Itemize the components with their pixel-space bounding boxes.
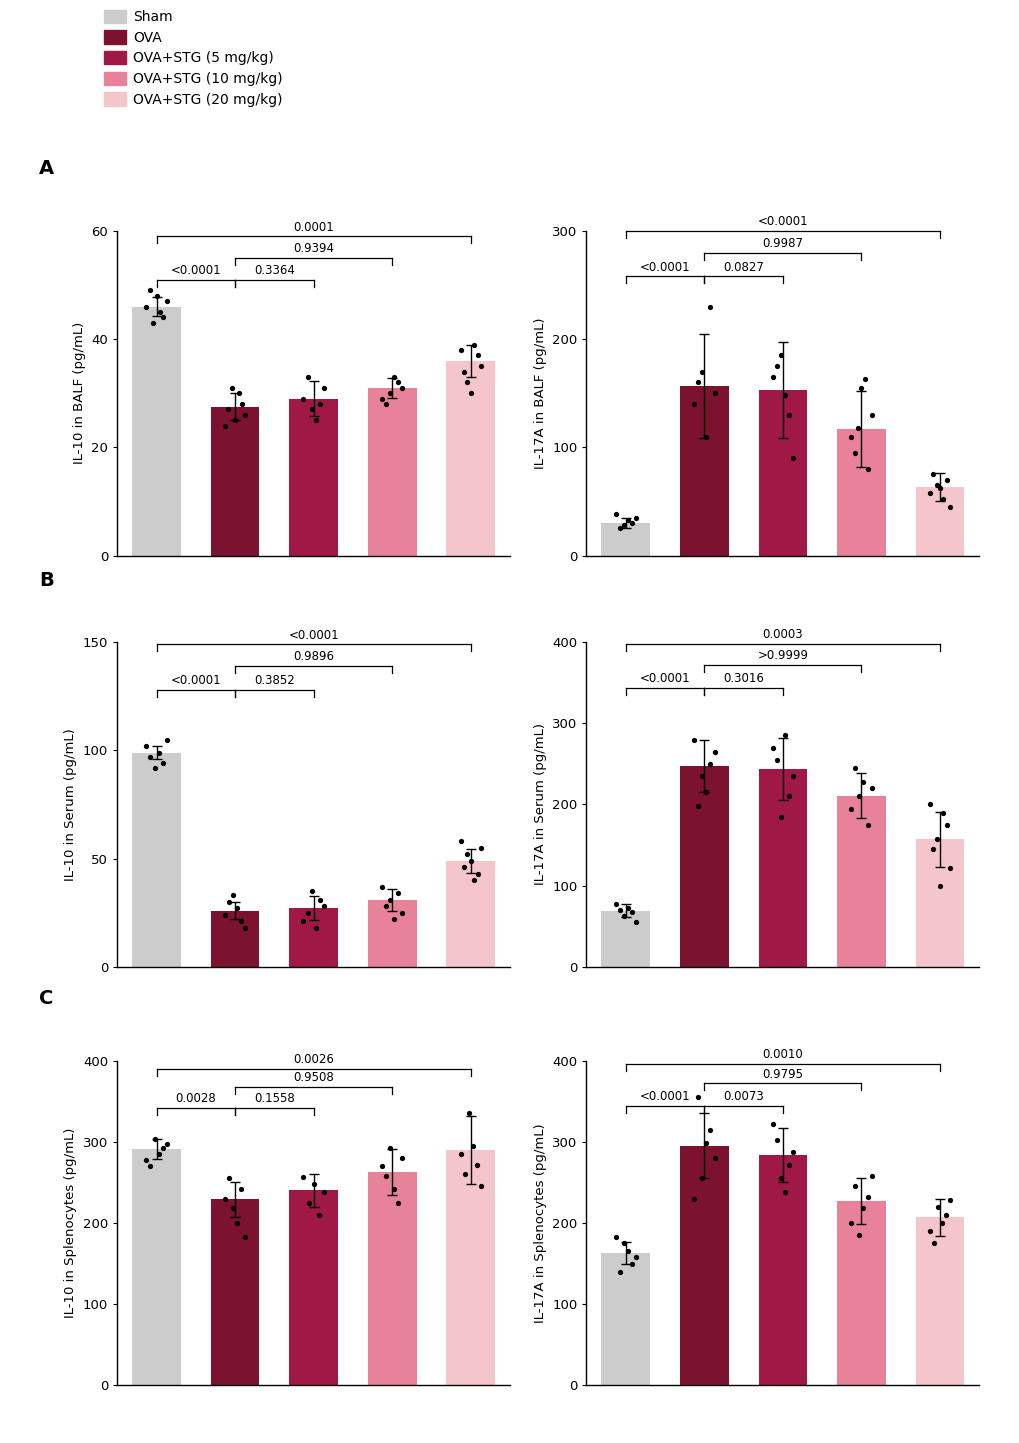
Bar (837, 1201, 884, 1385)
Text: 0.9508: 0.9508 (293, 1071, 333, 1084)
Text: 0.0001: 0.0001 (293, 221, 333, 234)
Bar (289, 1190, 337, 1385)
Y-axis label: IL-10 in BALF (pg/mL): IL-10 in BALF (pg/mL) (72, 322, 86, 465)
Text: <0.0001: <0.0001 (170, 674, 221, 687)
Bar (837, 795, 884, 967)
Text: <0.0001: <0.0001 (639, 672, 690, 685)
Text: >0.9999: >0.9999 (756, 649, 808, 662)
Text: 0.9896: 0.9896 (292, 651, 334, 664)
Bar (368, 388, 416, 556)
Text: 0.0026: 0.0026 (292, 1053, 334, 1066)
Text: 0.0028: 0.0028 (175, 1092, 216, 1105)
Bar (915, 488, 963, 556)
Bar (758, 390, 806, 556)
Text: <0.0001: <0.0001 (288, 629, 338, 642)
Bar (680, 1146, 728, 1385)
Bar (132, 753, 180, 967)
Bar (446, 1150, 494, 1385)
Bar (132, 1149, 180, 1385)
Y-axis label: IL-17A in BALF (pg/mL): IL-17A in BALF (pg/mL) (533, 317, 546, 469)
Y-axis label: IL-10 in Serum (pg/mL): IL-10 in Serum (pg/mL) (64, 729, 77, 880)
Y-axis label: IL-10 in Splenocytes (pg/mL): IL-10 in Splenocytes (pg/mL) (64, 1128, 77, 1317)
Y-axis label: IL-17A in Serum (pg/mL): IL-17A in Serum (pg/mL) (533, 723, 546, 886)
Bar (601, 524, 649, 556)
Bar (758, 769, 806, 967)
Bar (680, 766, 728, 967)
Bar (289, 909, 337, 967)
Bar (601, 911, 649, 967)
Text: 0.0073: 0.0073 (722, 1091, 763, 1104)
Bar (211, 407, 259, 556)
Text: 0.1558: 0.1558 (254, 1092, 294, 1105)
Y-axis label: IL-17A in Splenocytes (pg/mL): IL-17A in Splenocytes (pg/mL) (533, 1123, 546, 1323)
Text: 0.3364: 0.3364 (254, 264, 294, 277)
Text: 0.9795: 0.9795 (761, 1068, 803, 1081)
Bar (601, 1253, 649, 1385)
Legend: Sham, OVA, OVA+STG (5 mg/kg), OVA+STG (10 mg/kg), OVA+STG (20 mg/kg): Sham, OVA, OVA+STG (5 mg/kg), OVA+STG (1… (104, 10, 282, 107)
Text: 0.3016: 0.3016 (722, 672, 763, 685)
Bar (211, 1199, 259, 1385)
Text: 0.0827: 0.0827 (722, 261, 763, 274)
Text: B: B (39, 570, 53, 590)
Text: <0.0001: <0.0001 (757, 215, 807, 228)
Bar (211, 911, 259, 967)
Text: <0.0001: <0.0001 (170, 264, 221, 277)
Bar (446, 860, 494, 967)
Bar (446, 361, 494, 556)
Text: 0.0003: 0.0003 (762, 628, 802, 641)
Bar (837, 429, 884, 556)
Bar (289, 398, 337, 556)
Bar (758, 1154, 806, 1385)
Text: C: C (39, 990, 53, 1009)
Bar (915, 840, 963, 967)
Text: 0.3852: 0.3852 (254, 674, 294, 687)
Text: <0.0001: <0.0001 (639, 1091, 690, 1104)
Text: <0.0001: <0.0001 (639, 261, 690, 274)
Bar (368, 900, 416, 967)
Text: 0.9394: 0.9394 (292, 242, 334, 255)
Text: 0.9987: 0.9987 (761, 237, 803, 250)
Bar (368, 1172, 416, 1385)
Bar (132, 307, 180, 556)
Text: 0.0010: 0.0010 (762, 1048, 802, 1061)
Bar (915, 1218, 963, 1385)
Bar (680, 385, 728, 556)
Text: A: A (39, 160, 54, 179)
